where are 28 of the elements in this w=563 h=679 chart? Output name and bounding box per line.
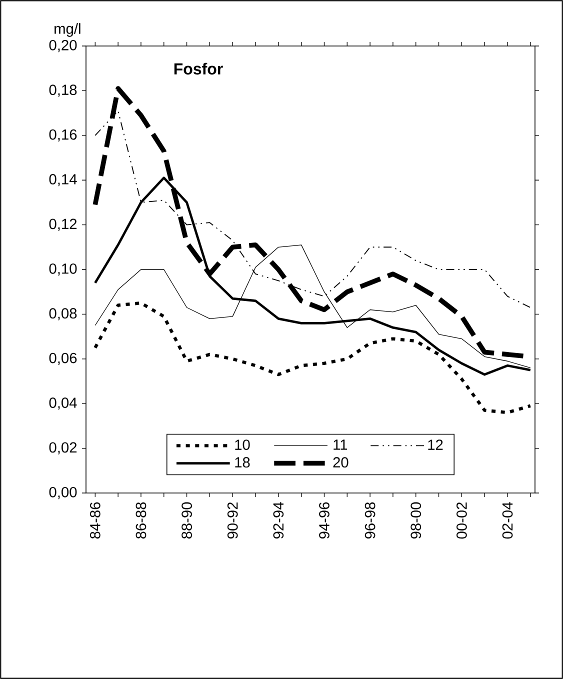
y-tick-label: 0,10 — [49, 263, 77, 276]
x-tick-label: 90-92 — [227, 502, 238, 539]
x-tick-label: 88-90 — [182, 502, 192, 539]
legend-label: 12 — [428, 440, 443, 450]
y-tick-label: 0,04 — [49, 398, 77, 410]
y-tick-label: 0,02 — [49, 442, 77, 454]
x-tick-label: 98-00 — [410, 502, 422, 539]
legend-label: 10 — [235, 440, 250, 450]
y-tick-label: 0,00 — [49, 486, 77, 500]
y-tick-label: 0,20 — [49, 40, 77, 52]
x-tick-label: 94-96 — [319, 502, 330, 539]
y-tick-label: 0,12 — [49, 218, 77, 231]
legend-label: 18 — [235, 457, 250, 468]
x-tick-label: 86-88 — [136, 502, 146, 539]
x-tick-label: 96-98 — [364, 502, 376, 539]
y-tick-label: 0,06 — [49, 352, 77, 365]
text: Fosfor — [174, 62, 223, 75]
legend-label: 11 — [334, 440, 348, 450]
y-axis-title: mg/l — [54, 23, 80, 37]
legend-label: 20 — [333, 457, 348, 468]
y-tick-label: 0,14 — [49, 174, 77, 186]
y-tick-label: 0,16 — [49, 129, 77, 142]
y-tick-label: 0,08 — [49, 308, 77, 320]
x-tick-label: 92-94 — [273, 502, 284, 539]
x-tick-label: 02-04 — [502, 502, 513, 539]
x-tick-label: 84-86 — [90, 502, 100, 539]
x-tick-label: 00-02 — [456, 502, 467, 539]
y-tick-label: 0,18 — [49, 84, 77, 97]
